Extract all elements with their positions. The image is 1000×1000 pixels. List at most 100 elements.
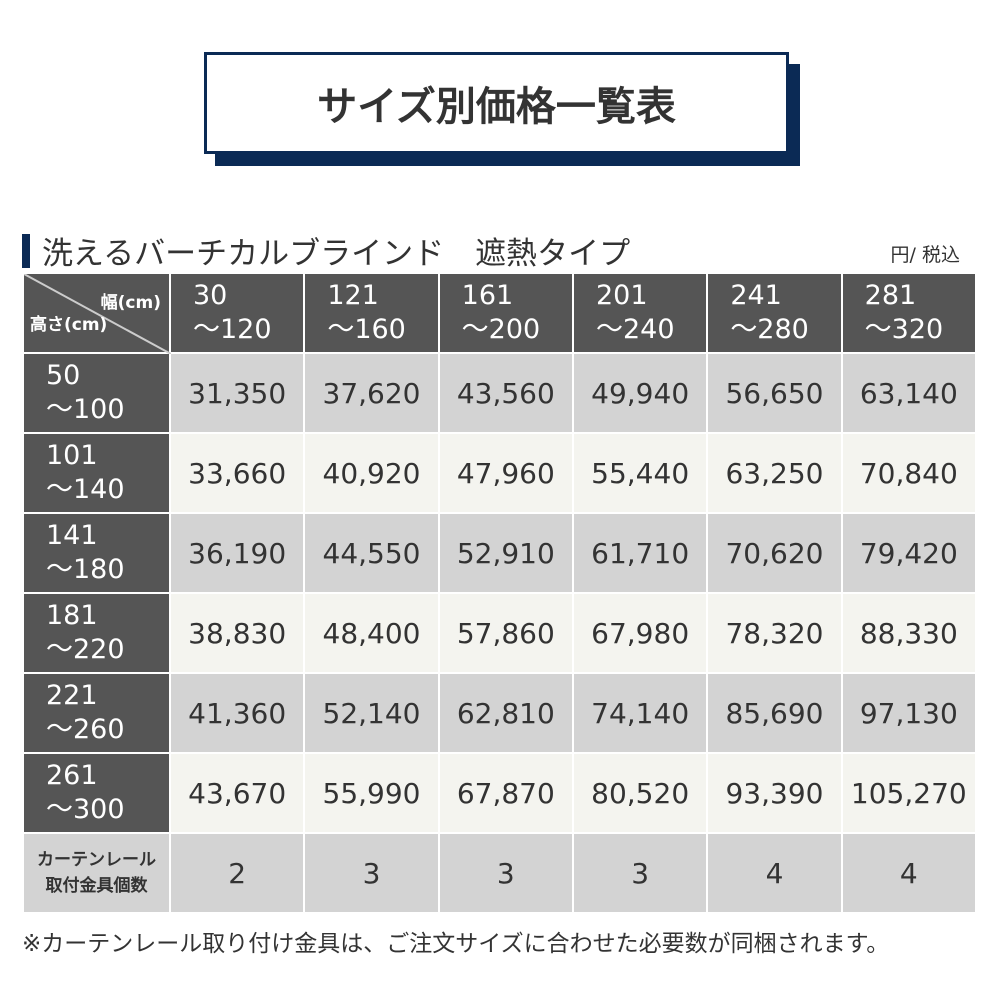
price-cell: 105,270: [840, 752, 978, 834]
rail-count-cell: 4: [840, 832, 978, 914]
table-row: 221 ～260 41,360 52,140 62,810 74,140 85,690 97,…: [22, 672, 978, 754]
table-header-row: 幅(cm) 高さ(cm) 30 ～120 121 ～160 161 ～200 201 ～240…: [22, 272, 978, 354]
height-range-line: 221: [46, 680, 98, 711]
width-header: 241 ～280: [706, 272, 843, 354]
height-range-line: ～260: [46, 714, 125, 745]
height-header: 101 ～140: [22, 432, 171, 514]
width-range-line: 161: [461, 280, 514, 311]
price-cell: 52,910: [437, 512, 574, 594]
section-heading: 洗えるバーチカルブラインド 遮熱タイプ: [22, 228, 630, 273]
width-header: 201 ～240: [571, 272, 709, 354]
price-cell: 31,350: [168, 352, 306, 434]
height-range-line: 101: [46, 440, 98, 471]
price-cell: 63,250: [706, 432, 843, 514]
price-cell: 70,620: [706, 512, 843, 594]
rail-bracket-label: カーテンレール 取付金具個数: [22, 832, 171, 914]
table-row: 261 ～300 43,670 55,990 67,870 80,520 93,390 105…: [22, 752, 978, 834]
width-range-line: 201: [595, 280, 648, 311]
width-header: 281 ～320: [840, 272, 978, 354]
rail-count-cell: 3: [571, 832, 709, 914]
height-range-line: 261: [46, 760, 98, 791]
section-title: 洗えるバーチカルブラインド 遮熱タイプ: [42, 236, 631, 272]
price-cell: 67,870: [437, 752, 574, 834]
height-header: 50 ～100: [22, 352, 171, 434]
height-header: 181 ～220: [22, 592, 171, 674]
rail-label-line: 取付金具個数: [45, 876, 148, 896]
page-title: サイズ別価格一覧表: [204, 52, 789, 154]
rail-count-cell: 2: [168, 832, 306, 914]
rail-count-cell: 3: [437, 832, 574, 914]
height-range-line: ～100: [46, 394, 125, 425]
price-table: 幅(cm) 高さ(cm) 30 ～120 121 ～160 161 ～200 201 ～240…: [22, 272, 978, 914]
width-range-line: 241: [730, 280, 782, 311]
price-cell: 33,660: [168, 432, 306, 514]
height-label: 高さ(cm): [30, 315, 108, 335]
rail-count-cell: 4: [706, 832, 843, 914]
footnote: ※カーテンレール取り付け金具は、ご注文サイズに合わせた必要数が同梱されます。: [22, 931, 890, 957]
price-cell: 63,140: [840, 352, 978, 434]
price-cell: 88,330: [840, 592, 978, 674]
width-header: 30 ～120: [168, 272, 306, 354]
price-cell: 38,830: [168, 592, 306, 674]
price-cell: 74,140: [571, 672, 709, 754]
price-cell: 47,960: [437, 432, 574, 514]
price-cell: 37,620: [303, 352, 440, 434]
price-cell: 62,810: [437, 672, 574, 754]
height-range-line: 141: [46, 520, 98, 551]
price-cell: 41,360: [168, 672, 306, 754]
width-range-line: 281: [864, 280, 917, 311]
table-row: 101 ～140 33,660 40,920 47,960 55,440 63,250 70,…: [22, 432, 978, 514]
table-row: 50 ～100 31,350 37,620 43,560 49,940 56,650 63,1…: [22, 352, 978, 434]
price-cell: 56,650: [706, 352, 843, 434]
width-header: 161 ～200: [437, 272, 574, 354]
width-range-line: ～240: [595, 314, 675, 345]
corner-cell: 幅(cm) 高さ(cm): [22, 272, 171, 354]
diagonal-line: [24, 274, 171, 354]
width-range-line: ～160: [327, 314, 406, 345]
height-range-line: ～140: [46, 474, 125, 505]
price-cell: 55,990: [303, 752, 440, 834]
unit-label: 円/ 税込: [890, 244, 960, 266]
rail-count-cell: 3: [303, 832, 440, 914]
price-cell: 44,550: [303, 512, 440, 594]
price-cell: 70,840: [840, 432, 978, 514]
price-cell: 40,920: [303, 432, 440, 514]
price-cell: 80,520: [571, 752, 709, 834]
price-cell: 43,670: [168, 752, 306, 834]
price-cell: 43,560: [437, 352, 574, 434]
width-range-line: ～280: [730, 314, 809, 345]
price-cell: 48,400: [303, 592, 440, 674]
height-range-line: 181: [46, 600, 98, 631]
price-cell: 36,190: [168, 512, 306, 594]
price-cell: 57,860: [437, 592, 574, 674]
rail-label-line: カーテンレール: [37, 850, 156, 870]
heading-bar: [22, 233, 30, 268]
price-cell: 55,440: [571, 432, 709, 514]
width-header: 121 ～160: [303, 272, 440, 354]
price-cell: 93,390: [706, 752, 843, 834]
width-range-line: 30: [193, 280, 228, 311]
width-range-line: ～120: [193, 314, 272, 345]
price-cell: 67,980: [571, 592, 709, 674]
price-cell: 61,710: [571, 512, 709, 594]
width-label: 幅(cm): [100, 293, 161, 313]
height-range-line: ～220: [46, 634, 125, 665]
height-range-line: 50: [46, 360, 81, 391]
height-range-line: ～300: [46, 794, 125, 825]
width-range-line: ～320: [864, 314, 944, 345]
price-cell: 52,140: [303, 672, 440, 754]
height-header: 141 ～180: [22, 512, 171, 594]
price-cell: 78,320: [706, 592, 843, 674]
height-header: 261 ～300: [22, 752, 171, 834]
price-cell: 79,420: [840, 512, 978, 594]
width-range-line: 121: [327, 280, 379, 311]
table-row: 141 ～180 36,190 44,550 52,910 61,710 70,620 79,…: [22, 512, 978, 594]
price-cell: 97,130: [840, 672, 978, 754]
price-cell: 49,940: [571, 352, 709, 434]
width-range-line: ～200: [461, 314, 541, 345]
price-cell: 85,690: [706, 672, 843, 754]
rail-bracket-row: カーテンレール 取付金具個数 2 3 3 3 4 4: [22, 832, 978, 914]
table-row: 181 ～220 38,830 48,400 57,860 67,980 78,320 88,…: [22, 592, 978, 674]
height-header: 221 ～260: [22, 672, 171, 754]
height-range-line: ～180: [46, 554, 125, 585]
